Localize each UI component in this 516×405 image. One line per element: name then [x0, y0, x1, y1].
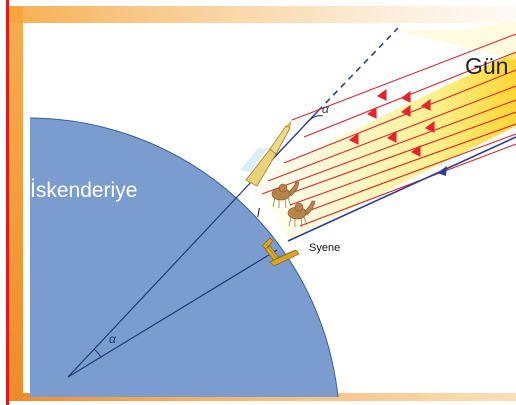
zenith-dashed-extension	[317, 27, 399, 112]
earth-outline	[29, 117, 339, 397]
syene-well	[261, 237, 300, 267]
center-angle-label: α	[109, 332, 117, 346]
arc-length-label: l	[257, 206, 260, 220]
top-angle-arc	[308, 115, 324, 122]
frame-red-line	[6, 0, 9, 405]
camel-2	[287, 200, 316, 228]
sun-ray-syene	[287, 136, 516, 242]
frame-top	[6, 6, 516, 23]
camel-1	[271, 181, 300, 209]
frame-left	[6, 6, 23, 401]
sun-glow	[395, 22, 516, 60]
top-angle-label: α	[322, 102, 330, 116]
sunlight-beam	[254, 52, 516, 240]
center-angle-arc	[93, 348, 102, 358]
radius-syene	[67, 249, 278, 378]
obelisk	[240, 120, 292, 187]
sun-rays-red	[261, 33, 516, 227]
alexandria-label: İskenderiye	[30, 179, 137, 202]
earth-disc	[30, 118, 338, 397]
syene-label: Syene	[309, 242, 340, 254]
radius-alexandria	[67, 179, 254, 378]
ray-arrowhead	[437, 166, 447, 176]
sun-label: Gün	[465, 53, 508, 79]
